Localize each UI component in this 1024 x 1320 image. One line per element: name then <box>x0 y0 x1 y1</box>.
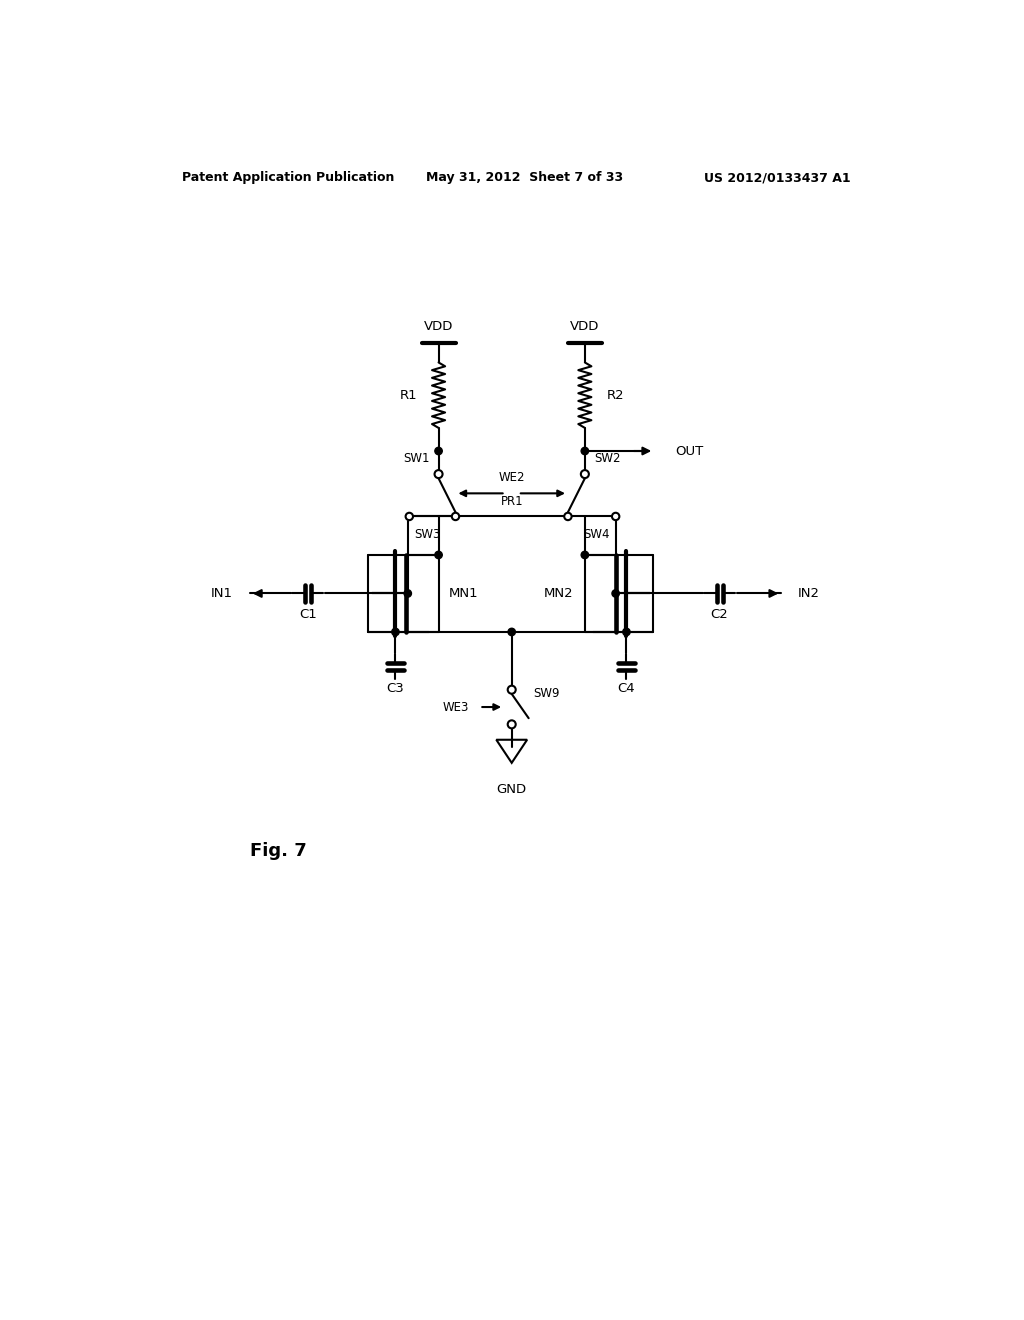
Circle shape <box>564 512 571 520</box>
Text: R1: R1 <box>399 388 417 401</box>
Circle shape <box>404 590 412 597</box>
Text: C3: C3 <box>387 681 404 694</box>
Text: SW3: SW3 <box>414 528 440 541</box>
Circle shape <box>452 512 459 520</box>
Text: C1: C1 <box>299 607 316 620</box>
Circle shape <box>435 447 442 454</box>
Text: PR1: PR1 <box>501 495 523 508</box>
Text: IN1: IN1 <box>211 587 233 601</box>
Circle shape <box>508 628 515 636</box>
Circle shape <box>392 628 399 636</box>
Text: VDD: VDD <box>570 319 599 333</box>
Circle shape <box>582 447 589 454</box>
Text: SW2: SW2 <box>594 453 621 465</box>
Text: MN1: MN1 <box>449 587 478 601</box>
Circle shape <box>508 721 516 729</box>
Text: SW9: SW9 <box>534 686 560 700</box>
Circle shape <box>581 470 589 478</box>
Circle shape <box>612 590 620 597</box>
Text: IN2: IN2 <box>798 587 820 601</box>
Circle shape <box>582 552 589 558</box>
Text: OUT: OUT <box>676 445 703 458</box>
Text: Patent Application Publication: Patent Application Publication <box>182 172 394 185</box>
Text: C2: C2 <box>711 607 728 620</box>
Circle shape <box>434 470 442 478</box>
Circle shape <box>612 512 620 520</box>
Text: GND: GND <box>497 783 526 796</box>
Text: R2: R2 <box>606 388 624 401</box>
Text: May 31, 2012  Sheet 7 of 33: May 31, 2012 Sheet 7 of 33 <box>426 172 624 185</box>
Text: WE2: WE2 <box>499 471 525 484</box>
Text: US 2012/0133437 A1: US 2012/0133437 A1 <box>705 172 851 185</box>
Text: Fig. 7: Fig. 7 <box>250 842 306 861</box>
Text: MN2: MN2 <box>544 587 573 601</box>
Text: C4: C4 <box>617 681 635 694</box>
Circle shape <box>508 685 516 694</box>
Text: SW1: SW1 <box>402 453 429 465</box>
Text: VDD: VDD <box>424 319 454 333</box>
Circle shape <box>435 552 442 558</box>
Circle shape <box>623 628 630 636</box>
Text: SW4: SW4 <box>583 528 609 541</box>
Circle shape <box>406 512 413 520</box>
Text: WE3: WE3 <box>443 701 469 714</box>
